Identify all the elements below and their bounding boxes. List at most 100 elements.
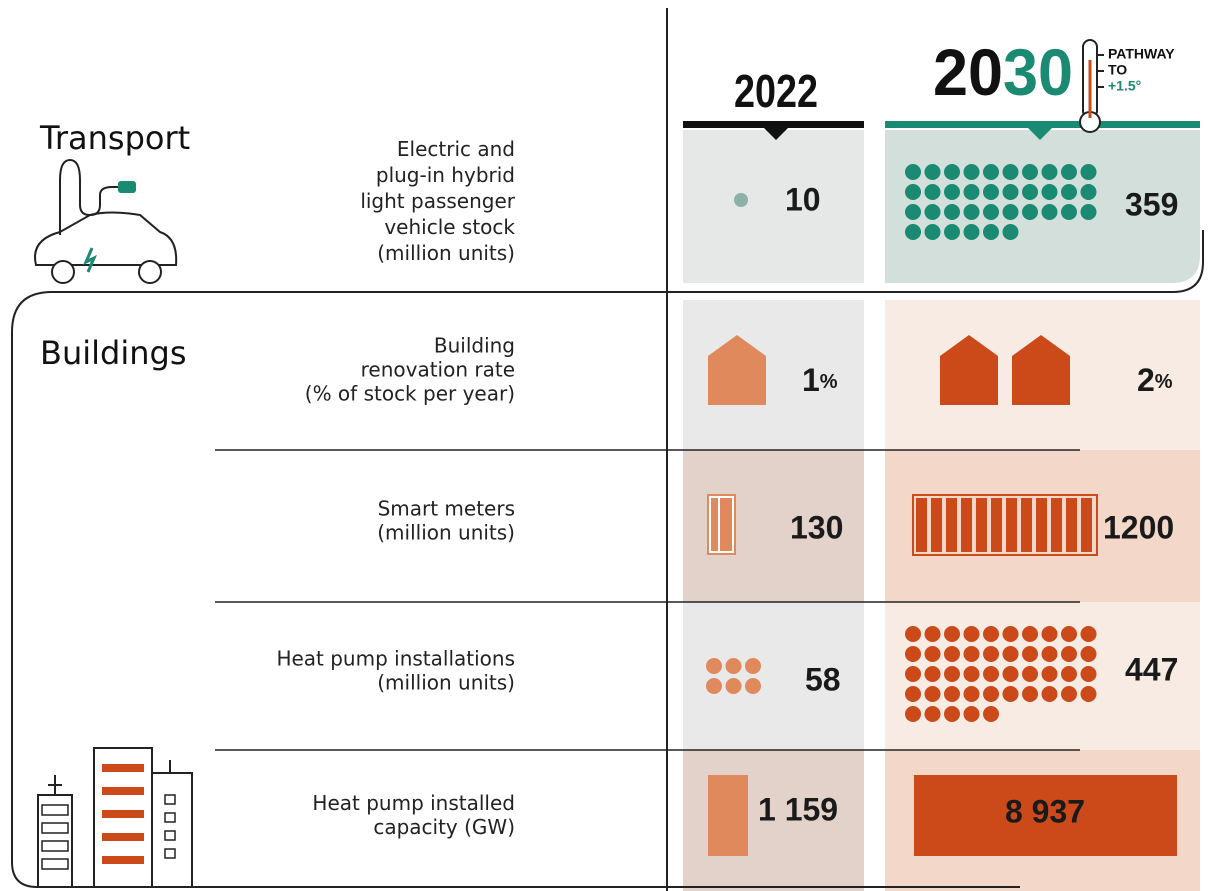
section-title: Buildings xyxy=(40,334,186,372)
pictogram-dot xyxy=(1042,204,1058,220)
pictogram-dot xyxy=(905,706,921,722)
year-2030: 2030 xyxy=(933,35,1073,109)
pictogram-dot xyxy=(983,646,999,662)
row-label: Heat pump installed xyxy=(312,791,515,815)
row-label: Electric and xyxy=(397,137,515,161)
pictogram-dot xyxy=(905,204,921,220)
plug xyxy=(118,181,136,193)
pictogram-dot xyxy=(925,224,941,240)
pictogram-dot xyxy=(1081,184,1097,200)
value: 58 xyxy=(805,661,841,697)
pictogram-dot xyxy=(905,686,921,702)
infographic: 2022 2030 PATHWAYTO+1.5° Transport Build… xyxy=(0,0,1210,891)
pictogram-dot xyxy=(1022,686,1038,702)
pictogram-dot xyxy=(1061,164,1077,180)
pictogram-capacity xyxy=(708,775,748,856)
row-label: light passenger xyxy=(360,189,515,213)
pictogram-dot xyxy=(944,666,960,682)
window-band xyxy=(102,810,144,818)
value: 1 159 xyxy=(758,791,838,827)
value-unit: % xyxy=(1155,371,1173,393)
pictogram-dot xyxy=(944,626,960,642)
pictogram-meter xyxy=(1081,498,1092,552)
value-number: 1 xyxy=(802,362,820,398)
pictogram-dot xyxy=(1003,164,1019,180)
cell-bg xyxy=(683,130,864,283)
pictogram-dot xyxy=(1022,204,1038,220)
pictogram-dot xyxy=(1081,204,1097,220)
value: 359 xyxy=(1125,186,1178,222)
pictogram-dot xyxy=(1022,666,1038,682)
pictogram-dot xyxy=(905,646,921,662)
pictogram-dot xyxy=(983,204,999,220)
row-label: (million units) xyxy=(377,241,515,265)
pictogram-dot xyxy=(964,204,980,220)
pictogram-dot xyxy=(1042,666,1058,682)
pictogram-dot xyxy=(706,678,722,694)
value: 1200 xyxy=(1103,509,1174,545)
pictogram-dot xyxy=(964,646,980,662)
pictogram-dot xyxy=(1003,224,1019,240)
pictogram-dot xyxy=(905,184,921,200)
pictogram-dot xyxy=(983,626,999,642)
pictogram-dot xyxy=(925,626,941,642)
pictogram-meter xyxy=(719,497,733,552)
pictogram-dot xyxy=(964,164,980,180)
pictogram-dot xyxy=(925,686,941,702)
value: 447 xyxy=(1125,651,1178,687)
bolt xyxy=(86,248,94,272)
year-part: 20 xyxy=(933,35,1003,109)
pictogram-dot xyxy=(983,666,999,682)
pictogram-dot xyxy=(905,164,921,180)
pictogram-dot xyxy=(1022,626,1038,642)
pathway-line: PATHWAY xyxy=(1108,46,1175,62)
window-band xyxy=(102,833,144,841)
pictogram-dot xyxy=(1022,646,1038,662)
pictogram-dot xyxy=(1003,204,1019,220)
pictogram-dot xyxy=(1042,184,1058,200)
pictogram-dot xyxy=(1003,666,1019,682)
pictogram-dot xyxy=(1061,646,1077,662)
pictogram-dot xyxy=(1061,686,1077,702)
value: 10 xyxy=(785,181,821,217)
car-icon xyxy=(35,160,176,283)
header-bar xyxy=(683,121,864,128)
pictogram-dot xyxy=(1003,686,1019,702)
pathway-line: TO xyxy=(1108,62,1127,78)
pictogram-dot xyxy=(1081,164,1097,180)
pictogram-dot xyxy=(925,184,941,200)
pictogram-dot xyxy=(1003,646,1019,662)
pictogram-dot xyxy=(964,224,980,240)
pictogram-meter xyxy=(946,498,957,552)
section-title: Transport xyxy=(39,119,190,157)
pictogram-dot xyxy=(905,626,921,642)
header-bar xyxy=(885,121,1200,128)
pictogram-dot xyxy=(944,224,960,240)
pictogram-meter xyxy=(916,498,927,552)
pictogram-dot xyxy=(983,686,999,702)
pictogram-dot xyxy=(1042,626,1058,642)
year-2022: 2022 xyxy=(734,65,818,117)
row-label: renovation rate xyxy=(361,358,515,382)
window-band xyxy=(102,787,144,795)
pictogram-dot xyxy=(1022,184,1038,200)
row-label: (million units) xyxy=(377,521,515,545)
value-number: 2 xyxy=(1137,362,1155,398)
pictogram-dot xyxy=(726,658,742,674)
window-band xyxy=(102,764,144,772)
pictogram-dot xyxy=(983,224,999,240)
pictogram-dot xyxy=(925,164,941,180)
pictogram-dot xyxy=(734,193,748,207)
pictogram-dot xyxy=(1061,666,1077,682)
pictogram-dot xyxy=(944,646,960,662)
pictogram-meter xyxy=(931,498,942,552)
pictogram-dot xyxy=(925,666,941,682)
window-band xyxy=(102,856,144,864)
pictogram-dot xyxy=(944,184,960,200)
pictogram-dot xyxy=(1003,626,1019,642)
pictogram-meter xyxy=(1051,498,1062,552)
pathway-line: +1.5° xyxy=(1108,78,1141,94)
pictogram-dot xyxy=(1081,646,1097,662)
pictogram-dot xyxy=(964,706,980,722)
